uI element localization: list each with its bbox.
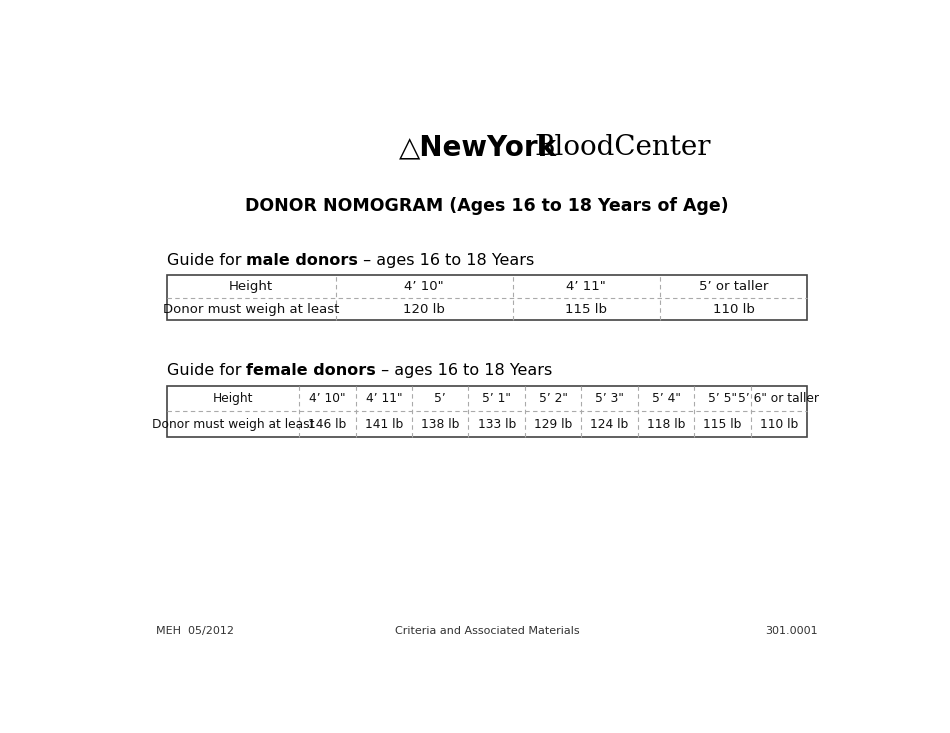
Text: 5’ or taller: 5’ or taller [699,280,769,293]
Text: MEH  05/2012: MEH 05/2012 [156,626,234,636]
Text: 5’ 3": 5’ 3" [595,392,624,405]
Text: 146 lb: 146 lb [308,418,347,430]
Text: 118 lb: 118 lb [647,418,685,430]
Text: 138 lb: 138 lb [421,418,460,430]
Text: BloodCenter: BloodCenter [535,133,712,161]
Text: Guide for: Guide for [166,363,246,377]
Text: 5’ 6" or taller: 5’ 6" or taller [738,392,820,405]
Text: Donor must weigh at least: Donor must weigh at least [163,303,339,316]
Text: Guide for: Guide for [166,253,246,268]
Text: 5’: 5’ [434,392,446,405]
Text: Criteria and Associated Materials: Criteria and Associated Materials [394,626,580,636]
Text: 110 lb: 110 lb [712,303,754,316]
Text: 141 lb: 141 lb [365,418,403,430]
Text: Height: Height [229,280,274,293]
Text: 115 lb: 115 lb [565,303,607,316]
Bar [166,276,808,320]
Text: Donor must weigh at least: Donor must weigh at least [152,418,314,430]
Text: 5’ 4": 5’ 4" [652,392,680,405]
Text: 4’ 11": 4’ 11" [566,280,606,293]
Text: 4’ 10": 4’ 10" [309,392,346,405]
Bar [166,386,808,437]
Text: – ages 16 to 18 Years: – ages 16 to 18 Years [376,363,552,377]
Text: male donors: male donors [246,253,358,268]
Text: 129 lb: 129 lb [534,418,572,430]
Text: 124 lb: 124 lb [591,418,629,430]
Text: △NewYork: △NewYork [399,133,557,161]
Text: 4’ 10": 4’ 10" [405,280,444,293]
Text: female donors: female donors [246,363,376,377]
Text: DONOR NOMOGRAM (Ages 16 to 18 Years of Age): DONOR NOMOGRAM (Ages 16 to 18 Years of A… [245,197,729,216]
Text: – ages 16 to 18 Years: – ages 16 to 18 Years [358,253,534,268]
Text: 133 lb: 133 lb [478,418,516,430]
Text: 120 lb: 120 lb [404,303,446,316]
Text: 5’ 5": 5’ 5" [708,392,737,405]
Text: 110 lb: 110 lb [760,418,798,430]
Text: Height: Height [213,392,253,405]
Text: 301.0001: 301.0001 [766,626,818,636]
Text: 5’ 2": 5’ 2" [539,392,567,405]
Text: 5’ 1": 5’ 1" [483,392,511,405]
Text: 115 lb: 115 lb [703,418,742,430]
Text: 4’ 11": 4’ 11" [366,392,402,405]
